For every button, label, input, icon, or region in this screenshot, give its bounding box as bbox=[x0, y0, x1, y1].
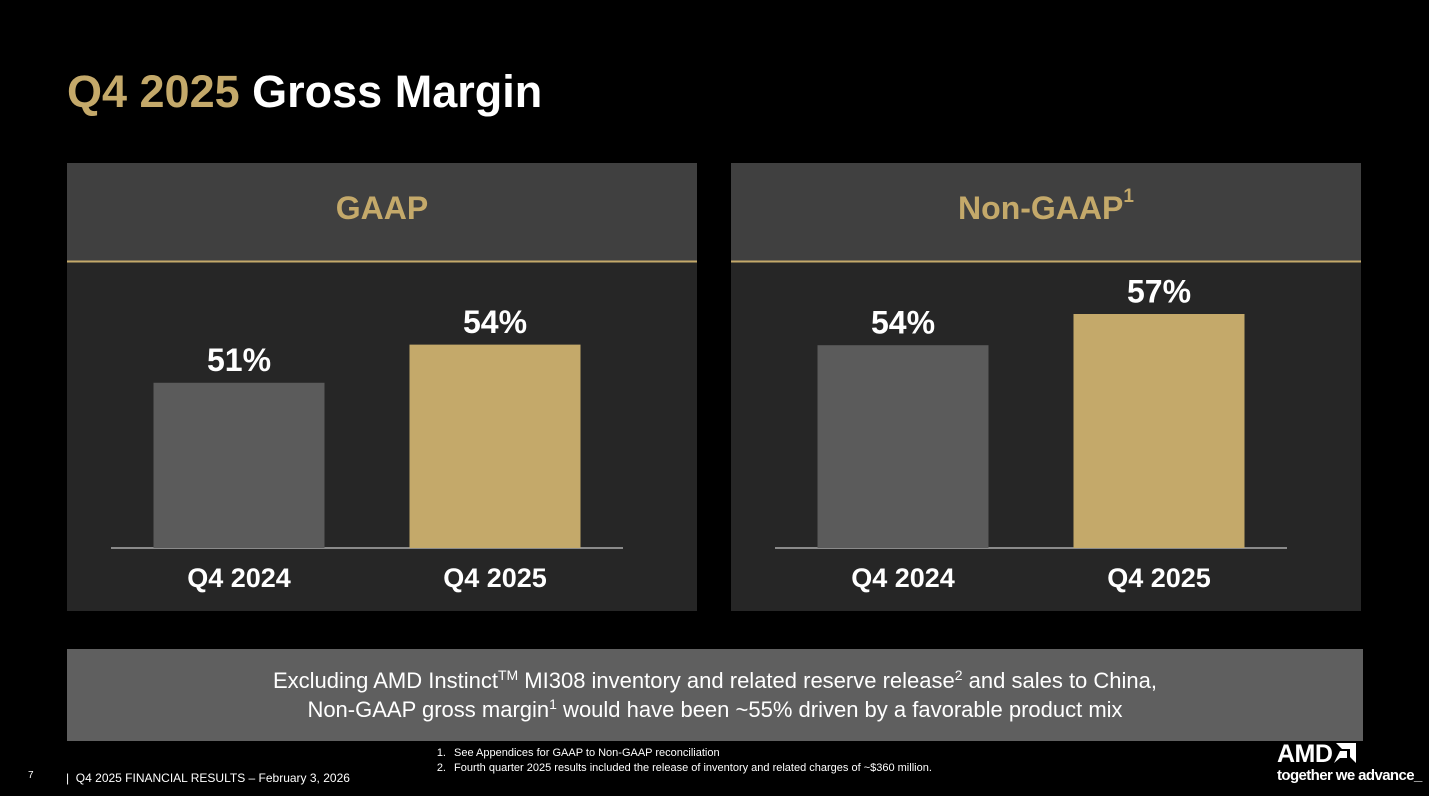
callout-text: would have been ~55% driven by a favorab… bbox=[556, 697, 1123, 722]
callout-sup: 2 bbox=[954, 667, 963, 683]
bar bbox=[1073, 314, 1245, 548]
logo-tagline: together we advance_ bbox=[1277, 767, 1422, 784]
callout-text: Excluding AMD Instinct bbox=[272, 668, 498, 693]
callout-text: Non-GAAP gross margin bbox=[307, 697, 550, 722]
callout: Excluding AMD InstinctTM MI308 inventory… bbox=[67, 649, 1363, 741]
logo: AMD bbox=[1277, 740, 1357, 769]
chart-title-sup: 1 bbox=[1123, 186, 1134, 207]
bar bbox=[409, 344, 581, 548]
slide-title: Q4 2025 Gross Margin bbox=[67, 66, 542, 118]
footnote-text: Fourth quarter 2025 results included the… bbox=[454, 762, 932, 774]
panel-header bbox=[731, 163, 1361, 261]
title-highlight: Q4 2025 bbox=[67, 66, 240, 117]
x-tick-label: Q4 2025 bbox=[443, 563, 547, 593]
footnote-text: See Appendices for GAAP to Non-GAAP reco… bbox=[454, 747, 720, 759]
bar bbox=[817, 345, 989, 548]
x-tick-label: Q4 2024 bbox=[851, 563, 955, 593]
callout-line: Non-GAAP gross margin1 would have been ~… bbox=[307, 695, 1122, 724]
logo-mark bbox=[1334, 743, 1357, 763]
value-label: 57% bbox=[1127, 273, 1191, 309]
callout-sup: 1 bbox=[549, 696, 557, 712]
chart-title-text: GAAP bbox=[336, 190, 428, 226]
footnotes: 1. See Appendices for GAAP to Non-GAAP re… bbox=[420, 746, 932, 776]
value-label: 54% bbox=[463, 304, 527, 340]
footnote: 1. See Appendices for GAAP to Non-GAAP re… bbox=[420, 746, 932, 761]
chart-title: Non-GAAP1 bbox=[958, 186, 1134, 226]
footer-separator: | bbox=[66, 771, 70, 785]
callout-text: and sales to China, bbox=[962, 668, 1158, 693]
x-tick-label: Q4 2025 bbox=[1107, 563, 1211, 593]
x-tick-label: Q4 2024 bbox=[187, 563, 291, 593]
footer-text: Q4 2025 FINANCIAL RESULTS – February 3, … bbox=[75, 771, 350, 785]
panel-header bbox=[67, 163, 697, 261]
footnote: 2. Fourth quarter 2025 results included t… bbox=[420, 761, 932, 776]
value-label: 51% bbox=[207, 342, 271, 378]
callout-sup: TM bbox=[497, 667, 519, 683]
page-number: 7 bbox=[28, 770, 34, 781]
bar bbox=[153, 382, 325, 548]
footer: | Q4 2025 FINANCIAL RESULTS – February 3… bbox=[66, 771, 350, 785]
chart-title: GAAP bbox=[336, 190, 428, 226]
chart-panel: Non-GAAP1 54% Q4 2024 57% Q4 2025 bbox=[731, 163, 1361, 611]
value-label: 54% bbox=[871, 305, 935, 341]
chart-panel: GAAP 51% Q4 2024 54% Q4 2025 bbox=[67, 163, 697, 611]
chart-title-text: Non-GAAP bbox=[958, 190, 1123, 226]
title-text: Gross Margin bbox=[252, 66, 543, 117]
footnote-number: 1. bbox=[436, 747, 446, 759]
callout-line: Excluding AMD InstinctTM MI308 inventory… bbox=[273, 666, 1157, 695]
logo-brand: AMD bbox=[1277, 740, 1333, 768]
callout-text: MI308 inventory and related reserve rele… bbox=[518, 668, 955, 693]
footnote-number: 2. bbox=[436, 762, 446, 774]
